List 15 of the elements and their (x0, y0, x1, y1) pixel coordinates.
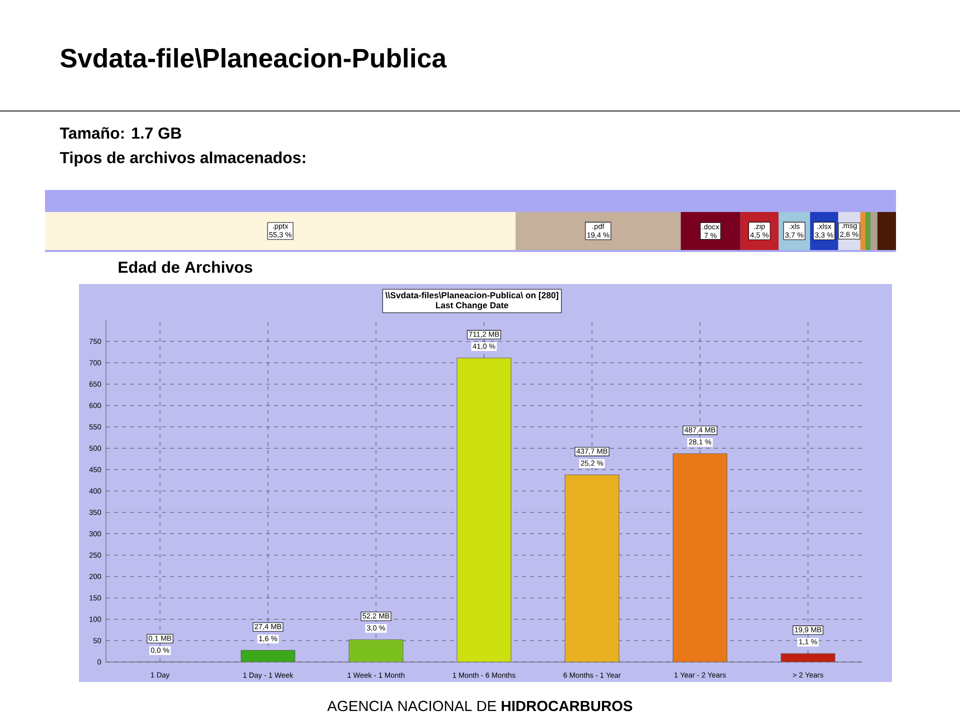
chart-subtitle: Last Change Date (436, 302, 508, 310)
text: Tamaño: 1.7 GB (60, 127, 182, 139)
bar (865, 212, 870, 250)
chart-title: Svdata-file\Planeacion-Publica (60, 48, 447, 68)
bar (348, 639, 404, 662)
bar (672, 453, 728, 662)
bar (870, 212, 878, 250)
bar (516, 212, 681, 250)
text: AGENCIA NACIONAL DE HIDROCARBUROS (327, 700, 632, 712)
text: Tipos de archivos almacenados: (60, 152, 306, 166)
bar (877, 212, 896, 250)
text: Edad de Archivos (118, 261, 252, 273)
bar (45, 212, 516, 250)
chart-title: \\Svdata-files\Planeacion-Publica\ on [280] (385, 292, 558, 300)
bar (860, 212, 866, 250)
